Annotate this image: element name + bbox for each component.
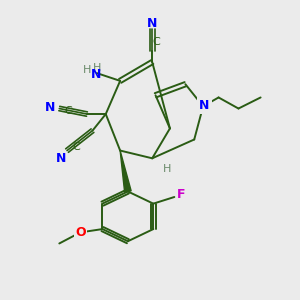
Text: N: N [147, 17, 158, 30]
Text: N: N [199, 99, 209, 112]
Text: C: C [153, 37, 160, 47]
Text: H: H [93, 63, 101, 73]
Text: F: F [177, 188, 185, 201]
Text: C: C [72, 142, 80, 152]
Text: N: N [91, 68, 101, 81]
Text: N: N [199, 99, 209, 112]
Text: H: H [83, 65, 91, 75]
Polygon shape [120, 151, 131, 192]
Text: N: N [45, 101, 56, 114]
Text: C: C [64, 106, 72, 116]
Text: H: H [162, 164, 171, 174]
Text: O: O [75, 226, 86, 239]
Text: N: N [56, 152, 67, 165]
